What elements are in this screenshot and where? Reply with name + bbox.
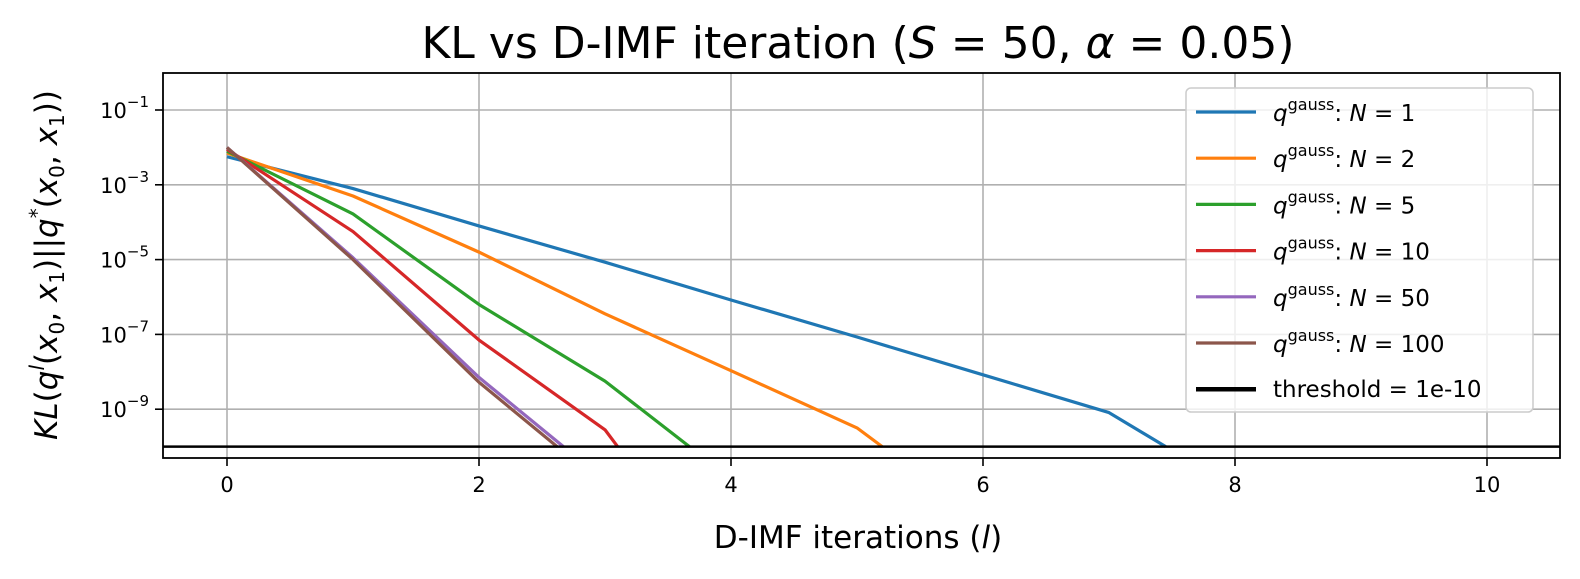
legend-item-n100: qgauss: N = 100 [1196,326,1444,358]
x-tick-label: 8 [1228,473,1241,497]
series-line-n10 [226,147,619,448]
legend-label: qgauss: N = 5 [1273,187,1415,219]
legend-label: qgauss: N = 1 [1273,95,1415,127]
legend-box [1185,87,1534,413]
y-tick-label: 10−1 [100,93,149,123]
series-line-n2 [226,151,884,448]
legend-item-threshold: threshold = 1e-10 [1196,377,1482,403]
y-tick-label: 10−7 [100,317,149,347]
legend-label: qgauss: N = 2 [1273,141,1415,173]
legend-label: qgauss: N = 100 [1273,326,1444,358]
legend-item-n2: qgauss: N = 2 [1196,141,1415,173]
legend-item-n50: qgauss: N = 50 [1196,280,1430,312]
x-axis-label: D-IMF iterations (l) [714,520,1002,556]
chart-title: KL vs D-IMF iteration (S = 50, α = 0.05) [421,18,1294,69]
y-tick-label: 10−3 [100,168,149,198]
x-tick-label: 0 [220,473,233,497]
legend-label: threshold = 1e-10 [1273,377,1482,403]
legend-label: qgauss: N = 10 [1273,234,1430,266]
plot-frame [162,72,1561,459]
y-axis-label: KL(ql(x0, x1)||q*(x0, x1)) [25,90,69,440]
legend-item-n5: qgauss: N = 5 [1196,187,1415,219]
series-line-n1 [226,155,1167,448]
series-line-n100 [225,146,559,448]
x-tick-label: 6 [976,473,989,497]
svg-text:KL(ql(x0, x1)||q*(x0, x1)): KL(ql(x0, x1)||q*(x0, x1)) [25,90,69,440]
x-tick-label: 4 [724,473,737,497]
legend-item-n1: qgauss: N = 1 [1196,95,1415,127]
series-lines [225,146,1167,448]
legend: qgauss: N = 1 qgauss: N = 2 qgauss: N = 5 q… [1185,87,1534,413]
y-tick-label: 10−9 [100,392,149,422]
legend-label: qgauss: N = 50 [1273,280,1430,312]
x-tick-label: 10 [1474,473,1501,497]
legend-item-n10: qgauss: N = 10 [1196,234,1430,266]
series-line-n5 [226,149,691,448]
x-axis-ticks: 0 2 4 6 8 10 [220,458,1500,497]
x-tick-label: 2 [472,473,485,497]
y-axis-ticks: 10−1 10−3 10−5 10−7 10−9 [100,93,163,422]
y-tick-label: 10−5 [100,243,149,273]
